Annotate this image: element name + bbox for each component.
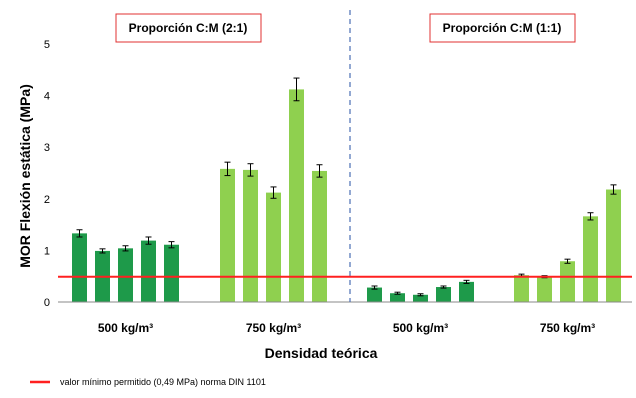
- bar: [243, 169, 258, 302]
- bar: [141, 240, 156, 302]
- panel-label-right: Proporción C:M (1:1): [443, 21, 562, 35]
- bar: [164, 244, 179, 302]
- y-axis-title: MOR Flexión estática (MPa): [17, 84, 33, 268]
- bar: [413, 294, 428, 302]
- x-axis-categories: 500 kg/m³ 750 kg/m³ 500 kg/m³ 750 kg/m³: [98, 321, 595, 335]
- y-axis-ticks: 0 1 2 3 4 5: [44, 39, 50, 309]
- panel-label-left: Proporción C:M (2:1): [129, 21, 248, 35]
- bar: [367, 287, 382, 302]
- panel-label-box-right: [429, 13, 576, 43]
- x-category-label: 500 kg/m³: [98, 321, 153, 335]
- bar: [436, 287, 451, 302]
- y-tick-label: 4: [44, 91, 50, 103]
- bar: [390, 293, 405, 302]
- y-tick-label: 2: [44, 194, 50, 206]
- bar: [537, 276, 552, 302]
- x-category-label: 500 kg/m³: [393, 321, 448, 335]
- bars-layer: [72, 77, 621, 303]
- bar: [118, 248, 133, 302]
- x-category-label: 750 kg/m³: [540, 321, 595, 335]
- bar: [514, 275, 529, 302]
- bar: [606, 189, 621, 302]
- legend-label: valor mínimo permitido (0,49 MPa) norma …: [60, 377, 266, 387]
- y-tick-label: 0: [44, 297, 50, 309]
- bar: [289, 89, 304, 303]
- y-tick-label: 5: [44, 39, 50, 51]
- panel-label-box-left: [115, 13, 262, 43]
- bar: [583, 216, 598, 302]
- x-category-label: 750 kg/m³: [246, 321, 301, 335]
- bar: [312, 170, 327, 302]
- bar: [560, 261, 575, 302]
- bar: [459, 281, 474, 302]
- x-axis-title: Densidad teórica: [265, 345, 378, 361]
- bar: [220, 168, 235, 302]
- bar: [266, 192, 281, 302]
- bar: [72, 233, 87, 302]
- y-tick-label: 3: [44, 142, 50, 154]
- y-tick-label: 1: [44, 245, 50, 257]
